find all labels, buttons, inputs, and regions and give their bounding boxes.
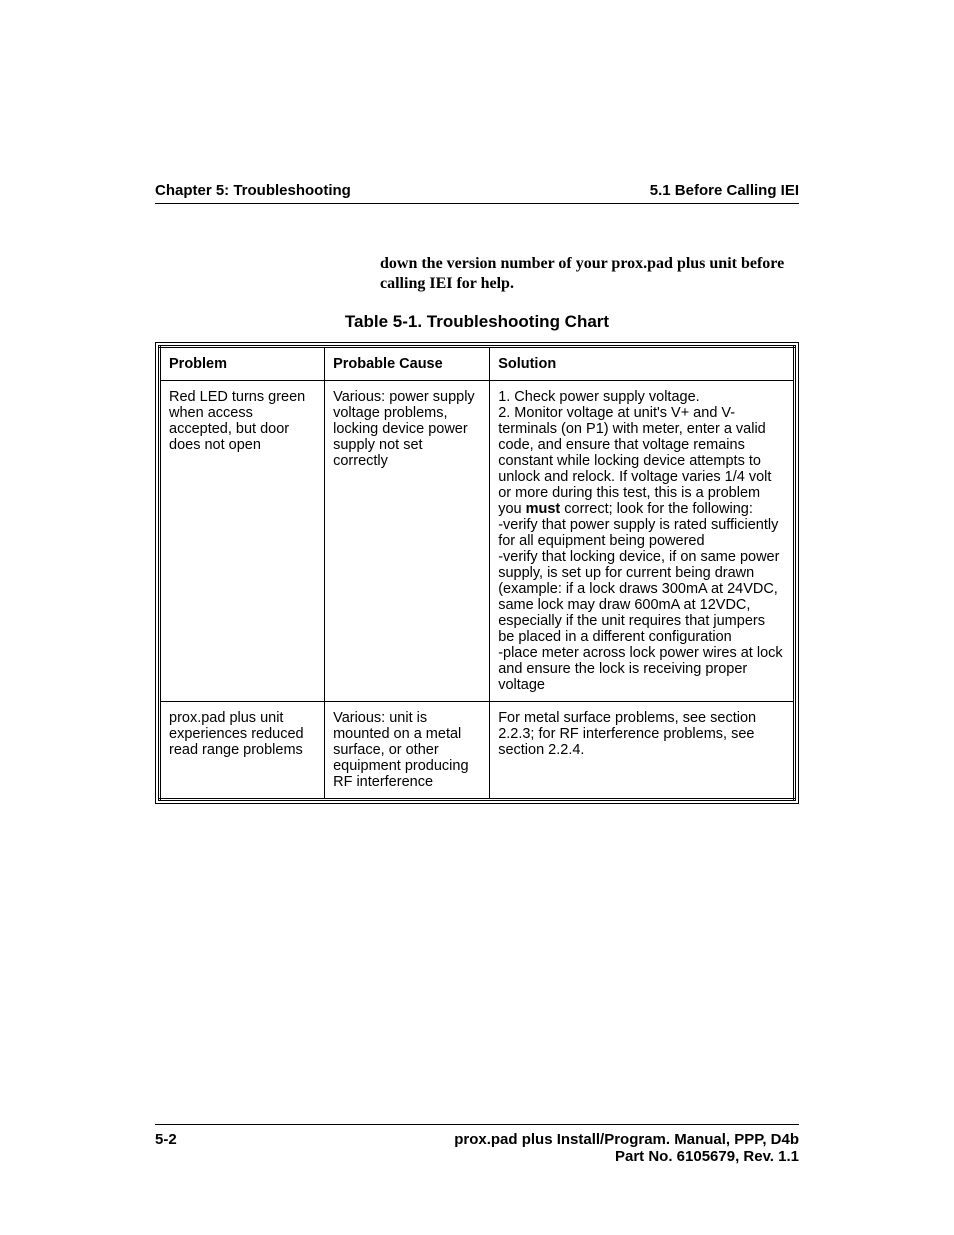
- header-section: 5.1 Before Calling IEI: [650, 182, 799, 199]
- cell-problem: prox.pad plus unit experiences reduced r…: [160, 702, 325, 800]
- col-header-cause: Probable Cause: [325, 347, 490, 381]
- col-header-solution: Solution: [490, 347, 795, 381]
- troubleshooting-table-wrapper: Problem Probable Cause Solution Red LED …: [155, 342, 799, 804]
- cell-problem: Red LED turns green when access accepted…: [160, 381, 325, 702]
- cell-cause: Various: power supply voltage problems, …: [325, 381, 490, 702]
- footer-part-number: Part No. 6105679, Rev. 1.1: [615, 1148, 799, 1165]
- footer-right: prox.pad plus Install/Program. Manual, P…: [454, 1131, 799, 1165]
- cell-cause: Various: unit is mounted on a metal surf…: [325, 702, 490, 800]
- table-header-row: Problem Probable Cause Solution: [160, 347, 795, 381]
- cell-solution: 1. Check power supply voltage. 2. Monito…: [490, 381, 795, 702]
- running-footer: 5-2 prox.pad plus Install/Program. Manua…: [155, 1124, 799, 1165]
- solution-pre: 1. Check power supply voltage. 2. Monito…: [498, 389, 771, 517]
- table-row: prox.pad plus unit experiences reduced r…: [160, 702, 795, 800]
- footer-manual-title: prox.pad plus Install/Program. Manual, P…: [454, 1131, 799, 1148]
- cell-solution: For metal surface problems, see section …: [490, 702, 795, 800]
- solution-pre: For metal surface problems, see section …: [498, 710, 756, 758]
- solution-bold: must: [526, 501, 561, 517]
- page-number: 5-2: [155, 1131, 177, 1165]
- header-chapter: Chapter 5: Troubleshooting: [155, 182, 351, 199]
- table-row: Red LED turns green when access accepted…: [160, 381, 795, 702]
- document-page: Chapter 5: Troubleshooting 5.1 Before Ca…: [0, 0, 954, 1235]
- troubleshooting-table: Problem Probable Cause Solution Red LED …: [158, 345, 796, 801]
- running-header: Chapter 5: Troubleshooting 5.1 Before Ca…: [155, 182, 799, 204]
- solution-post: correct; look for the following: -verify…: [498, 501, 782, 693]
- intro-paragraph: down the version number of your prox.pad…: [380, 254, 799, 295]
- table-caption: Table 5-1. Troubleshooting Chart: [0, 312, 954, 332]
- col-header-problem: Problem: [160, 347, 325, 381]
